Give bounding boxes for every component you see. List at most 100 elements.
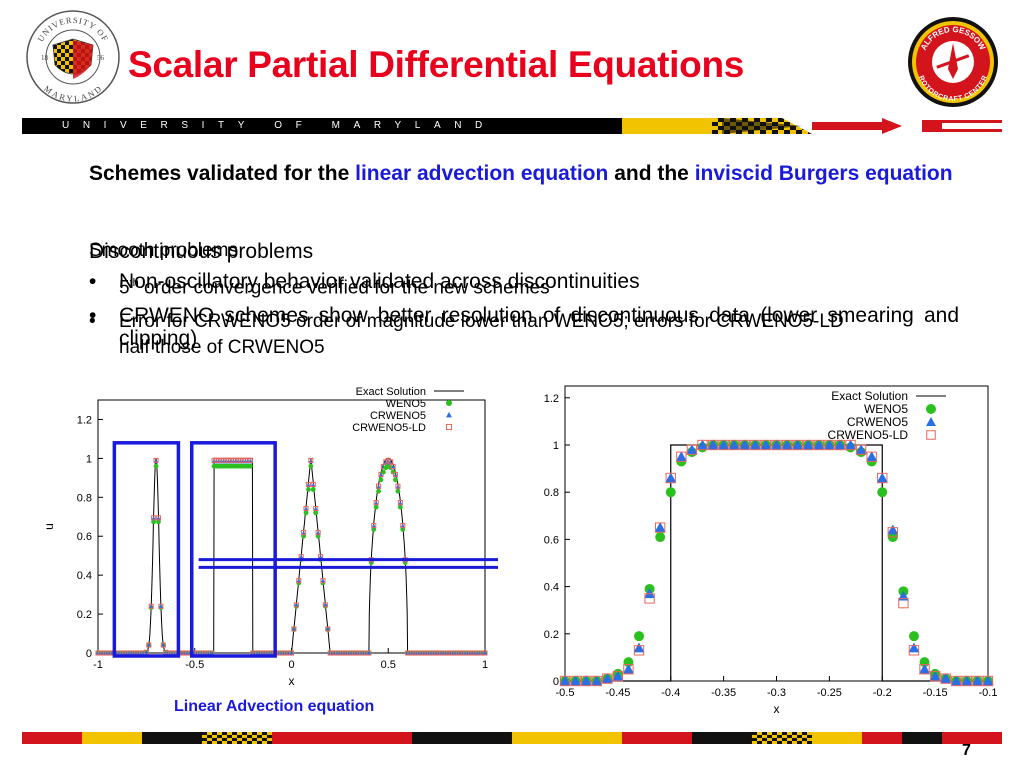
legend-item: [926, 430, 936, 440]
legend-label: CRWENO5-LD: [828, 428, 909, 442]
intro-paragraph: Schemes validated for the linear advecti…: [89, 160, 957, 188]
crweno5-point: [482, 650, 488, 655]
crweno5-ld-point: [707, 439, 719, 451]
crweno5-point: [961, 675, 973, 686]
crweno5-ld-point: [146, 642, 152, 648]
crweno5-point: [686, 444, 698, 455]
crweno5-ld-point: [919, 664, 930, 675]
crweno5-ld-point: [929, 671, 941, 682]
crweno5-ld-point: [310, 481, 316, 487]
crweno5-ld-point: [313, 505, 319, 512]
crweno5-ld-point: [373, 500, 379, 506]
x-tick-label: -0.5: [185, 659, 204, 671]
crweno5-ld-point: [366, 650, 372, 656]
intro-text: Schemes validated for the: [89, 162, 350, 185]
crweno5-point: [148, 604, 154, 609]
crweno5-point: [559, 675, 571, 686]
weno5-point: [371, 527, 377, 532]
crweno5-point: [315, 530, 321, 536]
weno5-point: [303, 510, 309, 516]
crweno5-point: [926, 417, 936, 426]
crweno5-ld-point: [729, 439, 740, 451]
crweno5-ld-point: [151, 515, 157, 521]
crweno5-point: [940, 673, 952, 684]
weno5-point: [655, 532, 666, 543]
crweno5-ld-point: [308, 457, 314, 463]
crweno5-ld-point: [718, 439, 729, 451]
crweno5-ld-point: [623, 664, 634, 675]
crweno5-point: [739, 439, 751, 450]
crweno5-ld-point: [760, 439, 772, 451]
crweno5-point: [446, 412, 452, 418]
bottom-banner-bar: [22, 732, 1002, 744]
crweno5-ld-point: [898, 597, 909, 609]
crweno5-ld-point: [395, 483, 401, 489]
crweno5-point: [158, 604, 164, 609]
crweno5-ld-point: [388, 459, 394, 465]
crweno5-point: [781, 439, 793, 450]
rotorcraft-center-logo-icon: ALFRED GESSOW ROTORCRAFT CENTER: [908, 17, 998, 107]
weno5-point: [376, 488, 381, 494]
zoomed-square-wave-chart: -0.5 -0.45 -0.4 -0.35 -0.3 -0.25 -0.2 -0.15 -0.1…: [520, 385, 997, 716]
crweno5-ld-point: [926, 430, 936, 440]
crweno5-ld-point: [602, 673, 613, 684]
highlight-box: [190, 441, 277, 658]
crweno5-point: [151, 516, 157, 521]
crweno5-point: [143, 649, 149, 655]
crweno5-ld-point: [633, 645, 645, 656]
crweno5-ld-point: [376, 483, 382, 489]
crweno5-point: [929, 670, 941, 681]
y-tick-label: 1.2: [77, 414, 92, 426]
crweno5-ld-point: [247, 457, 253, 463]
crweno5-ld-point: [781, 439, 793, 451]
y-tick-label: 0: [553, 676, 559, 688]
x-tick-label: -0.2: [873, 687, 892, 699]
crweno5-ld-point: [291, 626, 297, 632]
x-tick-label: -0.45: [605, 687, 630, 699]
crweno5-ld-point: [655, 522, 666, 533]
crweno5-ld-point: [293, 602, 299, 608]
crweno5-point: [728, 439, 740, 450]
crweno5-point: [291, 626, 297, 631]
slide-title: Scalar Partial Differential Equations: [128, 44, 745, 85]
x-tick-label: 1: [482, 659, 488, 671]
crweno5-point: [209, 650, 215, 655]
crweno5-ld-point: [845, 439, 856, 451]
crweno5-ld-point: [665, 472, 676, 484]
x-tick-label: -0.35: [711, 687, 736, 699]
highlight-box: [112, 441, 181, 658]
legend-label: Exact Solution: [356, 386, 426, 398]
weno5-point: [313, 510, 319, 516]
linear-advection-link: linear advection equation: [355, 162, 609, 185]
weno5-point: [634, 631, 645, 642]
crweno5-point: [644, 588, 656, 599]
y-tick-label: 0.6: [77, 531, 92, 543]
svg-text:56: 56: [97, 54, 105, 62]
crweno5-ld-point: [982, 675, 994, 687]
crweno5-point: [654, 522, 666, 532]
legend-item: [926, 404, 936, 414]
crweno5-ld-point: [697, 439, 708, 451]
crweno5-point: [289, 650, 294, 655]
legend-item: [446, 400, 452, 406]
legend-item: [445, 423, 453, 431]
crweno5-point: [792, 439, 804, 450]
crweno5-ld-point: [813, 439, 824, 451]
linear-advection-chart: -1 -0.5 0 0.5 1 0 0.2 0.4 0.6 0.8 1 1.2 x u Exact Solu…: [42, 386, 498, 688]
legend-item: [446, 412, 452, 418]
crweno5-point: [855, 444, 867, 455]
crweno5-ld-point: [160, 642, 166, 648]
weno5-point: [151, 519, 157, 525]
crweno5-point: [718, 439, 730, 450]
weno5-point: [247, 463, 253, 469]
crweno5-point: [296, 578, 302, 584]
crweno5-ld-point: [148, 603, 154, 609]
weno5-point: [306, 487, 311, 492]
crweno5-point: [908, 642, 920, 653]
weno5-point: [308, 463, 314, 469]
inviscid-burgers-link: inviscid Burgers equation: [694, 162, 953, 185]
weno5-point: [156, 519, 161, 525]
y-axis-label: u: [520, 530, 523, 537]
crweno5-ld-point: [570, 675, 581, 687]
crweno5-ld-point: [803, 439, 814, 451]
